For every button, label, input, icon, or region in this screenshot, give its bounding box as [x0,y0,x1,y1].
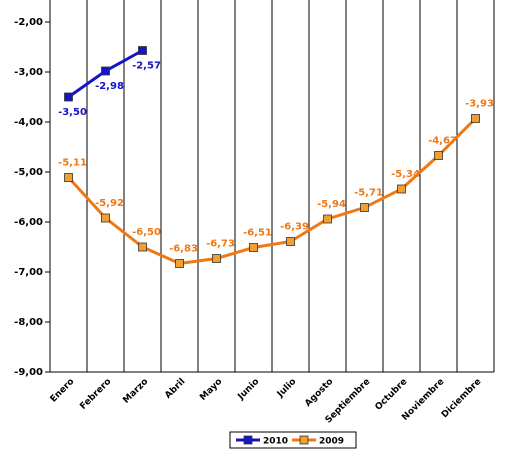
y-tick-label: -3,00 [14,67,43,78]
marker [138,46,147,55]
marker [360,203,369,212]
marker [64,173,73,182]
legend-label: 2009 [319,437,344,447]
x-tick-label: Octubre [374,377,410,413]
data-label: -6,73 [206,239,235,250]
data-label: -3,50 [58,107,87,118]
x-tick-label: Enero [49,377,77,405]
marker [175,259,184,268]
data-label: -5,94 [317,199,346,210]
x-tick-label: Julio [275,377,298,400]
y-tick-label: -5,00 [14,167,43,178]
data-label: -6,83 [169,244,198,255]
y-tick-label: -8,00 [14,317,43,328]
data-label: -5,71 [354,188,383,199]
marker [249,243,258,252]
marker [138,242,147,252]
x-tick-label: Mayo [198,377,224,403]
x-tick-label: Marzo [121,377,150,406]
y-tick-label: -6,00 [14,217,43,228]
x-tick-label: Febrero [78,377,113,412]
legend-marker [243,435,253,445]
marker [286,237,295,246]
marker [212,254,221,263]
data-label: -6,39 [280,222,309,233]
data-label: -2,98 [95,81,124,92]
marker [101,213,110,223]
data-label: -5,92 [95,198,124,209]
data-label: -4,67 [428,136,457,147]
y-tick-label: -9,00 [14,367,43,378]
data-label: -2,57 [132,61,161,72]
marker [101,66,110,76]
y-tick-label: -7,00 [14,267,43,278]
series-line [67,117,477,266]
data-label: -6,51 [243,228,272,239]
x-tick-label: Abril [163,377,187,401]
marker [64,92,73,102]
legend-marker [299,435,309,445]
marker [323,214,332,224]
data-label: -3,93 [465,99,494,110]
data-label: -6,50 [132,227,161,238]
data-label: -5,11 [58,158,87,169]
marker [471,114,480,123]
x-tick-label: Agosto [303,377,335,409]
x-tick-label: Diciembre [440,377,483,420]
data-label: -5,34 [391,169,420,180]
y-tick-label: -4,00 [14,117,43,128]
marker [397,184,406,194]
legend-label: 2010 [263,437,288,447]
marker [434,151,443,160]
x-tick-label: Junio [236,377,262,403]
y-tick-label: -2,00 [14,17,43,28]
